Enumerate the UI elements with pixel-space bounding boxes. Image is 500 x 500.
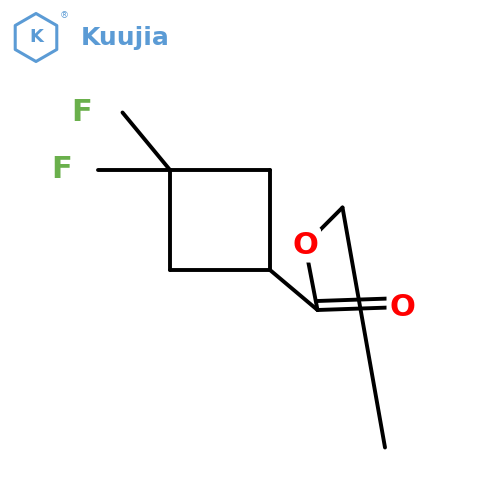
Text: F: F (52, 156, 72, 184)
Text: ®: ® (60, 12, 68, 20)
Text: O: O (390, 293, 415, 322)
Text: O: O (292, 230, 318, 260)
Text: Kuujia: Kuujia (81, 26, 170, 50)
Text: K: K (29, 28, 43, 46)
Text: F: F (72, 98, 92, 127)
